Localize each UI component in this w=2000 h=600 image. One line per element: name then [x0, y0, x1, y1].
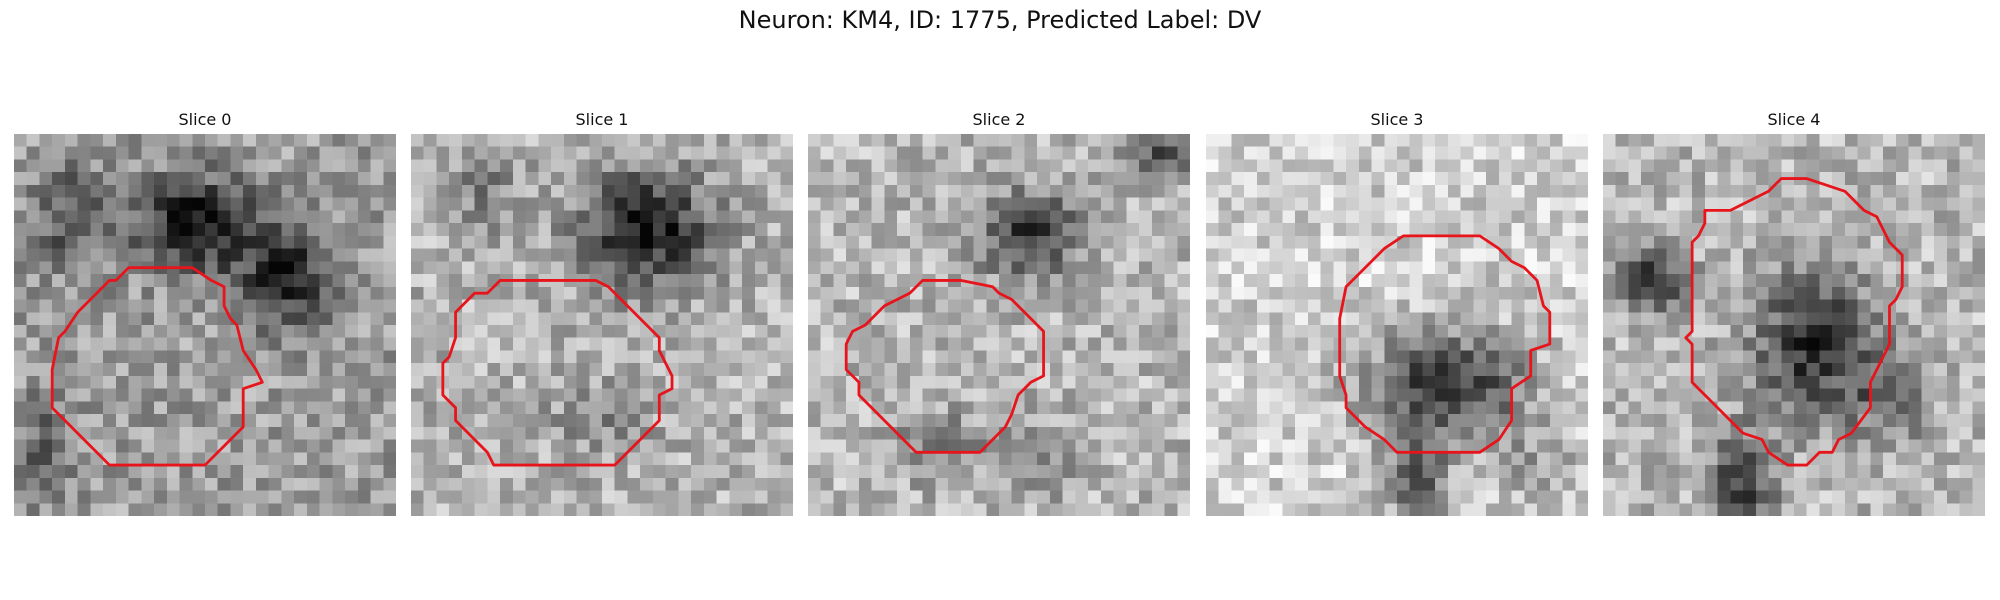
slice-image-0 [14, 134, 396, 516]
roi-outline [844, 279, 1045, 454]
slice-title-2: Slice 2 [972, 110, 1026, 129]
slice-panel-1: Slice 1 [411, 108, 793, 516]
roi-contour-0 [50, 266, 264, 467]
slice-panel-3: Slice 3 [1206, 108, 1588, 516]
slice-title-1: Slice 1 [575, 110, 629, 129]
slice-image-4 [1603, 134, 1985, 516]
roi-contour-4 [1684, 177, 1904, 467]
roi-outline [50, 266, 264, 467]
slice-title-0: Slice 0 [178, 110, 232, 129]
slice-image-2 [808, 134, 1190, 516]
roi-outline [441, 279, 674, 467]
roi-contour-2 [844, 279, 1045, 454]
slice-image-1 [411, 134, 793, 516]
roi-contour-1 [441, 279, 674, 467]
slice-title-3: Slice 3 [1370, 110, 1424, 129]
roi-outline [1684, 177, 1904, 467]
roi-outline [1338, 234, 1552, 454]
slice-panel-2: Slice 2 [808, 108, 1190, 516]
slice-panel-0: Slice 0 [14, 108, 396, 516]
slice-panel-4: Slice 4 [1603, 108, 1985, 516]
slice-title-4: Slice 4 [1767, 110, 1821, 129]
figure-title: Neuron: KM4, ID: 1775, Predicted Label: … [738, 6, 1262, 34]
roi-contour-3 [1338, 234, 1552, 454]
